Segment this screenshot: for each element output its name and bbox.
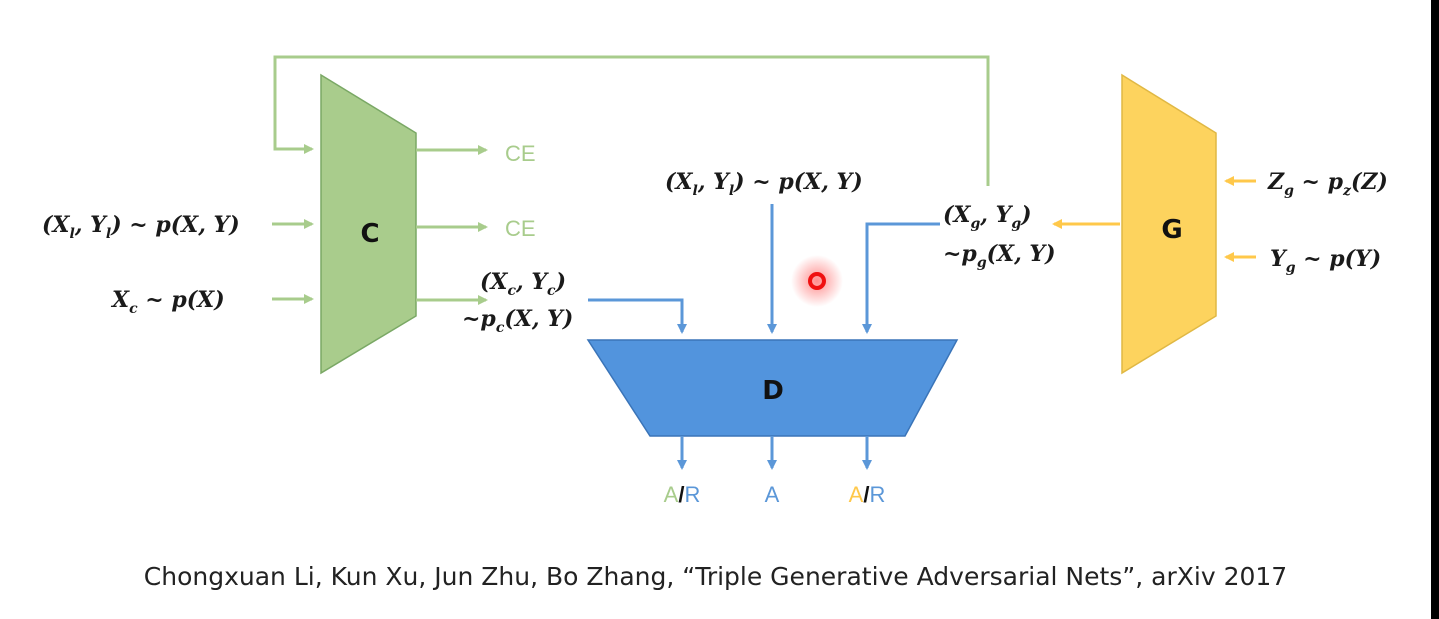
pointer-ring-icon: [808, 272, 826, 290]
c-unlabeled-input: Xc ~ p(X): [110, 287, 225, 317]
c-sample-label-2: ~pc(X, Y): [462, 306, 573, 336]
discriminator-block: [586, 339, 959, 437]
d-output-right: A/R: [849, 482, 886, 507]
ce-loss-mid: CE: [505, 216, 536, 241]
diagram: C (Xl, Yl) ~ p(X, Y) Xc ~ p(X) CE CE (Xc…: [42, 55, 1388, 507]
feedback-loop: [273, 55, 990, 186]
edge-bar: [1431, 0, 1439, 619]
c-sample-label-1: (Xc, Yc): [480, 269, 566, 299]
discriminator-label: D: [762, 376, 784, 406]
g-sample-label-2: ~pg(X, Y): [943, 241, 1056, 271]
g-sample-label-1: (Xg, Yg): [943, 202, 1032, 232]
generator-block: [1121, 73, 1217, 375]
d-output-left-a: A: [664, 482, 679, 507]
d-output-left: A/R: [664, 482, 701, 507]
d-output-right-slash: /: [863, 482, 869, 507]
g-noise-input: Zg ~ pz(Z): [1267, 169, 1388, 199]
d-input-arrow-left: [588, 298, 687, 334]
d-output-right-r: R: [869, 482, 885, 507]
generator-label: G: [1161, 215, 1182, 245]
classifier-block: [320, 73, 417, 375]
d-labeled-input: (Xl, Yl) ~ p(X, Y): [665, 169, 863, 199]
classifier-label: C: [360, 219, 379, 249]
d-output-left-slash: /: [678, 482, 684, 507]
g-label-input: Yg ~ p(Y): [1270, 246, 1381, 276]
pointer-glow: [791, 255, 843, 307]
d-output-left-r: R: [684, 482, 700, 507]
c-labeled-input: (Xl, Yl) ~ p(X, Y): [42, 212, 240, 242]
d-input-arrow-right: [862, 222, 940, 334]
d-output-right-a: A: [849, 482, 864, 507]
ce-loss-top: CE: [505, 141, 536, 166]
citation-caption: Chongxuan Li, Kun Xu, Jun Zhu, Bo Zhang,…: [143, 562, 1288, 591]
d-output-center: A: [765, 482, 780, 507]
